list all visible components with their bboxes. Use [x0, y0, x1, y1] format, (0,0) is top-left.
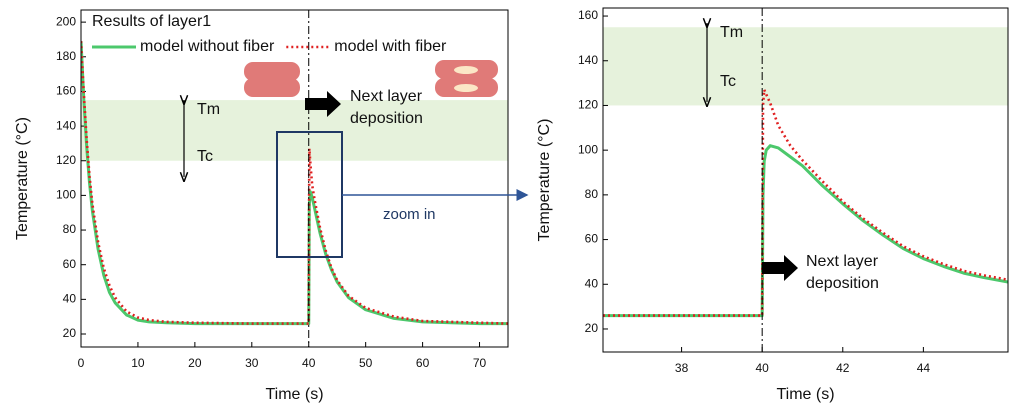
y-tick-label: 20: [63, 326, 77, 340]
y-tick-label: 20: [585, 321, 599, 335]
range-top-label: Tm: [197, 101, 220, 118]
y-tick-label: 60: [63, 257, 77, 271]
y-tick-label: 180: [56, 49, 76, 63]
x-tick-label: 0: [78, 356, 85, 370]
x-tick-label: 30: [245, 356, 259, 370]
y-tick-label: 140: [578, 53, 598, 67]
range-bottom-label: Tc: [720, 73, 736, 90]
x-tick-label: 44: [917, 361, 931, 375]
event-label: deposition: [350, 110, 423, 127]
y-axis-label: Temperature (°C): [14, 117, 31, 240]
y-tick-label: 100: [578, 142, 598, 156]
event-arrow: [762, 255, 798, 281]
x-axis-label: Time (s): [265, 386, 323, 403]
y-axis-label: Temperature (°C): [536, 119, 553, 242]
event-label: Next layer: [350, 88, 423, 105]
series-line: [81, 41, 508, 325]
y-tick-label: 60: [585, 232, 599, 246]
legend-label: model with fiber: [334, 38, 447, 55]
y-tick-label: 120: [578, 98, 598, 112]
x-tick-label: 10: [131, 356, 145, 370]
y-tick-label: 40: [63, 292, 77, 306]
x-tick-label: 60: [416, 356, 430, 370]
series-line: [81, 41, 508, 326]
plot-frame: [602, 7, 1009, 353]
x-tick-label: 70: [473, 356, 487, 370]
x-tick-label: 40: [755, 361, 769, 375]
legend-title: Results of layer1: [92, 13, 211, 30]
y-tick-label: 80: [585, 187, 599, 201]
range-bottom-label: Tc: [197, 148, 213, 165]
x-tick-label: 42: [836, 361, 850, 375]
event-label: Next layer: [806, 253, 879, 270]
x-tick-label: 20: [188, 356, 202, 370]
y-tick-label: 120: [56, 153, 76, 167]
zoom-label: zoom in: [383, 206, 436, 223]
legend-label: model without fiber: [140, 38, 275, 55]
y-tick-label: 40: [585, 276, 599, 290]
series-line: [603, 88, 1008, 317]
x-tick-label: 38: [675, 361, 689, 375]
range-top-label: Tm: [720, 24, 743, 41]
shaded-range: [81, 100, 508, 161]
series-line: [603, 144, 1008, 318]
y-tick-label: 160: [578, 8, 598, 22]
layer-icon-plain: [244, 62, 300, 97]
plot-frame: [80, 9, 509, 348]
shaded-range: [603, 27, 1008, 106]
y-tick-label: 100: [56, 188, 76, 202]
y-tick-label: 80: [63, 222, 77, 236]
x-axis-label: Time (s): [776, 386, 834, 403]
layer-icon-fiber: [435, 60, 498, 97]
y-tick-label: 200: [56, 14, 76, 28]
y-tick-label: 160: [56, 84, 76, 98]
x-tick-label: 40: [302, 356, 316, 370]
event-arrow: [305, 91, 341, 117]
event-label: deposition: [806, 275, 879, 292]
x-tick-label: 50: [359, 356, 373, 370]
y-tick-label: 140: [56, 118, 76, 132]
